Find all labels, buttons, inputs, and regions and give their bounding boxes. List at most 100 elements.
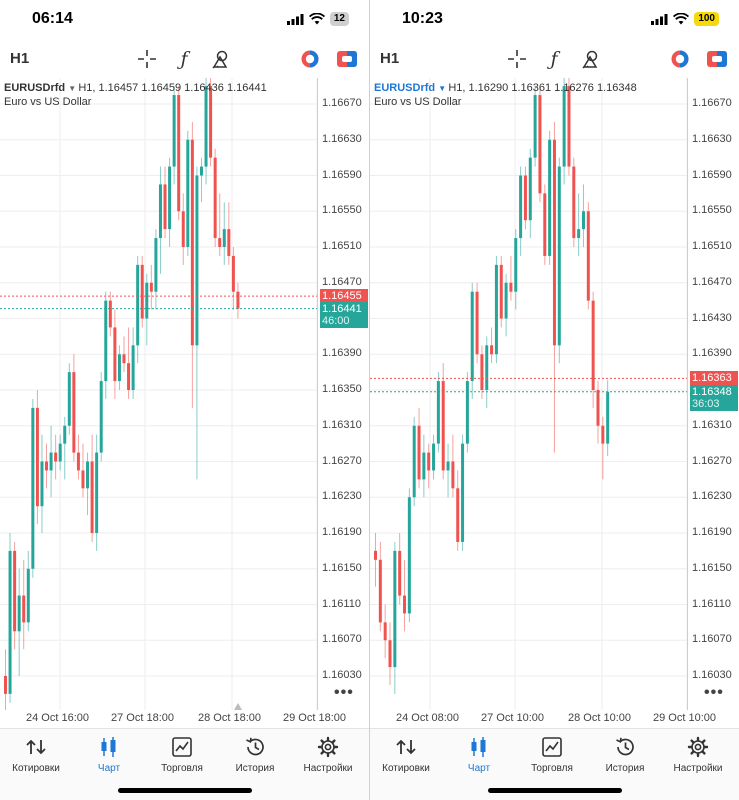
candle-body <box>99 381 103 453</box>
symbol-dropdown-icon[interactable]: ▼ <box>438 84 449 93</box>
candle-body <box>13 550 17 632</box>
wifi-icon <box>308 13 325 25</box>
candle-body <box>577 229 581 239</box>
tab-history[interactable]: История <box>589 735 661 774</box>
status-bar: 06:14 12 <box>0 0 369 40</box>
tab-gear[interactable]: Настройки <box>292 735 364 774</box>
price-tick-label: 1.16390 <box>692 347 732 360</box>
candle-body <box>154 238 158 292</box>
price-tick-label: 1.16550 <box>692 204 732 217</box>
bid-price-tag: 1.16441 46:00 <box>320 301 368 328</box>
crosshair-icon[interactable] <box>506 48 528 70</box>
candle-body <box>90 461 94 533</box>
candle-body <box>86 461 90 489</box>
candle-body <box>523 175 527 221</box>
tab-candles[interactable]: Чарт <box>73 735 145 774</box>
symbol-dropdown-icon[interactable]: ▼ <box>68 84 79 93</box>
candle-body <box>494 264 498 355</box>
tab-history[interactable]: История <box>219 735 291 774</box>
candle-body <box>586 211 590 301</box>
status-icons: 100 <box>651 12 719 26</box>
tab-trade-chart[interactable]: Торговля <box>516 735 588 774</box>
status-time: 10:23 <box>402 10 443 27</box>
price-tick-label: 1.16590 <box>692 168 732 181</box>
tab-candles[interactable]: Чарт <box>443 735 515 774</box>
battery-level: 100 <box>694 12 719 26</box>
ohlc-values: H1, 1.16457 1.16459 1.16436 1.16441 <box>78 82 267 94</box>
tab-gear[interactable]: Настройки <box>662 735 734 774</box>
candle-body <box>446 461 450 471</box>
price-tick-label: 1.16110 <box>322 597 361 610</box>
price-tick-label: 1.16670 <box>692 97 732 109</box>
candle-body <box>195 175 199 346</box>
candle-body <box>528 157 532 221</box>
candlestick-chart[interactable] <box>370 78 687 710</box>
cellular-signal-icon <box>651 13 668 25</box>
candle-body <box>67 372 71 426</box>
price-tick-label: 1.16550 <box>322 204 362 217</box>
candle-body <box>407 497 411 614</box>
chart-area[interactable]: EURUSDrfd ▼ H1, 1.16290 1.16361 1.16276 … <box>370 78 739 728</box>
timeframe-button[interactable]: H1 <box>380 50 400 67</box>
price-axis[interactable]: 1.16670 1.16630 1.16590 1.16550 1.16510 1.164… <box>317 78 369 710</box>
candle-body <box>168 166 172 230</box>
candle-body <box>412 425 416 498</box>
panel-divider <box>369 0 370 800</box>
candle-body <box>145 282 149 319</box>
symbol-name[interactable]: EURUSDrfd <box>4 82 66 94</box>
tab-trade-chart[interactable]: Торговля <box>146 735 218 774</box>
tab-label: Торговля <box>161 763 203 774</box>
price-tick-label: 1.16230 <box>322 490 362 503</box>
candle-body <box>548 139 552 256</box>
candle-body <box>104 300 108 382</box>
new-order-icon[interactable] <box>706 48 728 70</box>
candle-body <box>475 291 479 355</box>
candle-body <box>456 488 460 542</box>
candle-body <box>591 300 595 390</box>
candle-body <box>76 452 80 471</box>
candle-body <box>581 211 585 230</box>
price-axis[interactable]: 1.16670 1.16630 1.16590 1.16550 1.16510 1.164… <box>687 78 739 710</box>
tab-label: Торговля <box>531 763 573 774</box>
candle-body <box>131 345 135 390</box>
price-tick-label: 1.16190 <box>322 526 362 538</box>
timeframe-button[interactable]: H1 <box>10 50 30 67</box>
candle-body <box>596 390 600 426</box>
tab-quotes[interactable]: Котировки <box>370 735 442 774</box>
objects-icon[interactable] <box>210 48 232 70</box>
home-indicator <box>118 788 252 793</box>
candle-body <box>432 443 436 471</box>
new-order-icon[interactable] <box>336 48 358 70</box>
tab-label: Чарт <box>97 763 121 774</box>
status-time: 06:14 <box>32 10 73 27</box>
chart-screen-right: 10:23 100 H1 ƒ EURUSDrfd ▼ H1, 1.16290 1… <box>370 0 739 800</box>
symbol-info: EURUSDrfd ▼ H1, 1.16457 1.16459 1.16436 … <box>4 82 267 94</box>
candles-icon <box>73 735 145 759</box>
chart-area[interactable]: EURUSDrfd ▼ H1, 1.16457 1.16459 1.16436 … <box>0 78 369 728</box>
candle-body <box>186 139 190 247</box>
tab-quotes[interactable]: Котировки <box>0 735 72 774</box>
candle-body <box>17 595 21 632</box>
price-tick-label: 1.16310 <box>692 418 732 431</box>
candle-body <box>519 175 523 239</box>
more-options-icon[interactable]: ••• <box>704 684 724 701</box>
tab-label: Котировки <box>12 763 60 774</box>
crosshair-icon[interactable] <box>136 48 158 70</box>
indicators-icon[interactable]: ƒ <box>180 48 188 70</box>
candle-body <box>127 363 131 390</box>
candle-body <box>499 264 503 319</box>
more-options-icon[interactable]: ••• <box>334 684 354 701</box>
price-tick-label: 1.16630 <box>322 132 362 145</box>
price-tick-label: 1.16310 <box>322 418 362 431</box>
objects-icon[interactable] <box>580 48 602 70</box>
price-tick-label: 1.16630 <box>692 132 732 145</box>
candlestick-chart[interactable] <box>0 78 317 710</box>
indicators-icon[interactable]: ƒ <box>550 48 558 70</box>
one-click-trading-icon[interactable] <box>299 48 321 70</box>
price-tick-label: 1.16190 <box>692 526 732 538</box>
candle-body <box>572 166 576 239</box>
symbol-name[interactable]: EURUSDrfd <box>374 82 436 94</box>
price-tick-label: 1.16350 <box>322 383 362 395</box>
one-click-trading-icon[interactable] <box>669 48 691 70</box>
date-tick-label: 24 Oct 08:00 <box>396 712 459 724</box>
